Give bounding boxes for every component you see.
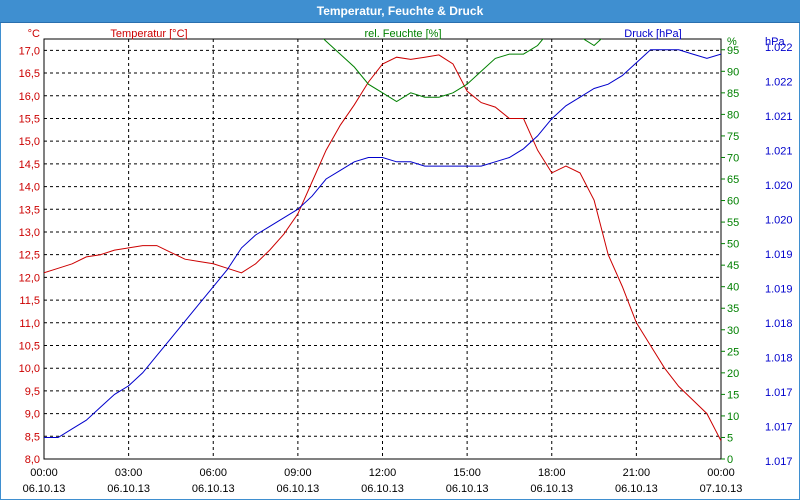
y-tick-temperature: 13,5 <box>19 204 40 216</box>
plot-area <box>43 38 722 460</box>
y-tick-temperature: 10,0 <box>19 363 40 375</box>
x-tick-date: 06.10.13 <box>276 483 319 495</box>
y-tick-pressure: 1.021 <box>765 146 793 158</box>
y-tick-humidity: 65 <box>727 174 739 186</box>
y-tick-temperature: 9,0 <box>25 409 40 421</box>
y-tick-pressure: 1.017 <box>765 422 793 434</box>
y-tick-humidity: 30 <box>727 325 739 337</box>
y-tick-temperature: 13,0 <box>19 227 40 239</box>
y-tick-pressure: 1.019 <box>765 284 793 296</box>
y-tick-pressure: 1.018 <box>765 318 793 330</box>
y-tick-temperature: 15,0 <box>19 136 40 148</box>
y-tick-pressure: 1.022 <box>765 42 793 54</box>
y-tick-humidity: 45 <box>727 260 739 272</box>
y-tick-pressure: 1.022 <box>765 77 793 89</box>
y-tick-pressure: 1.019 <box>765 249 793 261</box>
x-tick-time: 06:00 <box>199 467 227 479</box>
x-tick-time: 15:00 <box>453 467 481 479</box>
x-tick-date: 06.10.13 <box>107 483 150 495</box>
pressure-axis-unit: hPa <box>765 36 785 48</box>
x-tick-time: 18:00 <box>538 467 566 479</box>
x-tick-time: 03:00 <box>115 467 143 479</box>
line-chart: 8,0 8,5 9,0 9,5 10,0 10,5 11,0 11,5 12,0 12,5 13,0… <box>19 28 793 495</box>
y-tick-humidity: 35 <box>727 303 739 315</box>
y-tick-temperature: 16,5 <box>19 68 40 80</box>
y-tick-humidity: 50 <box>727 239 739 251</box>
y-tick-temperature: 12,5 <box>19 250 40 262</box>
y-tick-temperature: 17,0 <box>19 45 40 57</box>
y-tick-temperature: 11,5 <box>19 295 40 307</box>
y-tick-humidity: 10 <box>727 411 739 423</box>
pressure-axis-label: Druck [hPa] <box>624 28 681 40</box>
y-tick-humidity: 5 <box>727 432 733 444</box>
y-tick-humidity: 85 <box>727 88 739 100</box>
x-tick-time: 00:00 <box>707 467 735 479</box>
y-tick-humidity: 25 <box>727 346 739 358</box>
y-tick-temperature: 12,0 <box>19 272 40 284</box>
y-tick-humidity: 55 <box>727 217 739 229</box>
y-tick-humidity: 95 <box>727 45 739 57</box>
y-tick-pressure: 1.017 <box>765 387 793 399</box>
y-tick-humidity: 80 <box>727 109 739 121</box>
y-tick-humidity: 90 <box>727 66 739 78</box>
x-tick-date: 06.10.13 <box>192 483 235 495</box>
y-tick-temperature: 11,0 <box>19 318 40 330</box>
humidity-axis-label: rel. Feuchte [%] <box>364 28 441 40</box>
y-tick-temperature: 8,0 <box>25 454 40 466</box>
y-tick-temperature: 15,5 <box>19 113 40 125</box>
y-tick-temperature: 10,5 <box>19 340 40 352</box>
temperature-axis-label: Temperatur [°C] <box>110 28 187 40</box>
y-tick-humidity: 0 <box>727 454 733 466</box>
y-tick-humidity: 15 <box>727 389 739 401</box>
x-tick-date: 07.10.13 <box>700 483 743 495</box>
temperature-axis-unit: °C <box>28 28 40 40</box>
y-tick-humidity: 60 <box>727 196 739 208</box>
y-tick-humidity: 75 <box>727 131 739 143</box>
x-tick-date: 06.10.13 <box>23 483 66 495</box>
y-tick-temperature: 14,5 <box>19 159 40 171</box>
y-tick-pressure: 1.020 <box>765 215 793 227</box>
y-tick-temperature: 8,5 <box>25 431 40 443</box>
x-tick-time: 09:00 <box>284 467 312 479</box>
x-tick-date: 06.10.13 <box>361 483 404 495</box>
x-tick-time: 00:00 <box>30 467 58 479</box>
series-line-humidity <box>322 39 602 103</box>
x-tick-date: 06.10.13 <box>615 483 658 495</box>
x-tick-date: 06.10.13 <box>446 483 489 495</box>
y-tick-pressure: 1.021 <box>765 111 793 123</box>
chart-frame: 8,0 8,5 9,0 9,5 10,0 10,5 11,0 11,5 12,0 12,5 13,0… <box>0 23 800 500</box>
series-line-temperature <box>44 54 721 442</box>
x-tick-time: 12:00 <box>369 467 397 479</box>
y-tick-temperature: 16,0 <box>19 91 40 103</box>
y-tick-humidity: 40 <box>727 282 739 294</box>
y-tick-humidity: 20 <box>727 368 739 380</box>
y-tick-temperature: 9,5 <box>25 386 40 398</box>
y-tick-humidity: 70 <box>727 152 739 164</box>
y-tick-pressure: 1.020 <box>765 180 793 192</box>
x-tick-date: 06.10.13 <box>530 483 573 495</box>
chart-title: Temperatur, Feuchte & Druck <box>316 4 484 18</box>
y-tick-temperature: 14,0 <box>19 182 40 194</box>
y-tick-pressure: 1.018 <box>765 353 793 365</box>
humidity-axis-unit: % <box>727 36 737 48</box>
y-tick-pressure: 1.017 <box>765 456 793 468</box>
x-tick-time: 21:00 <box>623 467 651 479</box>
window-title-bar: Temperatur, Feuchte & Druck <box>0 0 800 23</box>
series-line-pressure <box>44 49 721 438</box>
